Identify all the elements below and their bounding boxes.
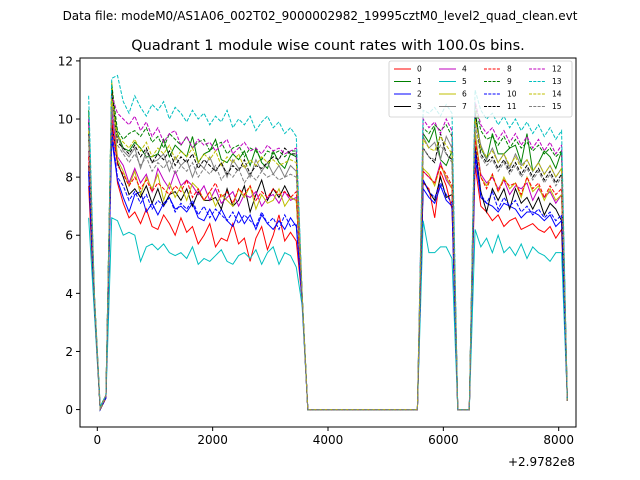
series-line-12 [88, 95, 568, 411]
series-line-6 [88, 81, 568, 412]
series-line-13 [88, 74, 568, 411]
series-line-0 [88, 127, 568, 412]
chart-title: Quadrant 1 module wise count rates with … [131, 38, 525, 54]
y-tick-label: 4 [65, 287, 73, 301]
series-line-9 [88, 84, 568, 411]
x-axis-offset-label: +2.9782e8 [508, 455, 575, 469]
series-line-15 [88, 107, 568, 411]
series-line-11 [88, 89, 568, 411]
legend-label-14: 14 [552, 90, 562, 99]
legend-label-7: 7 [462, 102, 467, 111]
legend-label-5: 5 [462, 77, 467, 86]
y-tick-label: 10 [58, 113, 73, 127]
legend-label-10: 10 [507, 90, 517, 99]
x-tick-label: 4000 [313, 433, 344, 447]
legend-box [388, 60, 573, 118]
x-tick-label: 8000 [543, 433, 574, 447]
x-tick-label: 6000 [428, 433, 459, 447]
legend-label-0: 0 [417, 65, 422, 74]
legend-label-9: 9 [507, 77, 512, 86]
y-tick-label: 8 [65, 171, 73, 185]
x-tick-label: 2000 [197, 433, 228, 447]
legend-label-4: 4 [462, 65, 467, 74]
series-line-1 [88, 95, 568, 411]
y-tick-label: 0 [65, 403, 73, 417]
x-tick-label: 0 [93, 433, 101, 447]
plot-area [88, 74, 568, 412]
legend-label-8: 8 [507, 65, 512, 74]
x-axis: 0 2000 4000 6000 8000 [93, 427, 574, 447]
y-tick-label: 6 [65, 229, 73, 243]
legend-label-1: 1 [417, 77, 422, 86]
series-line-5 [88, 217, 568, 412]
legend-label-2: 2 [417, 90, 422, 99]
legend-label-12: 12 [552, 65, 562, 74]
series-line-3 [88, 121, 568, 412]
legend-label-15: 15 [552, 102, 562, 111]
series-line-8 [88, 118, 568, 412]
legend-label-13: 13 [552, 77, 562, 86]
series-line-7 [88, 104, 568, 411]
series-line-10 [88, 130, 568, 412]
legend-label-11: 11 [507, 102, 517, 111]
legend-label-3: 3 [417, 102, 422, 111]
y-tick-label: 12 [58, 54, 73, 68]
y-tick-label: 2 [65, 345, 73, 359]
series-line-2 [88, 139, 568, 412]
y-axis: 0 2 4 6 8 10 12 [58, 54, 80, 417]
legend-label-6: 6 [462, 90, 467, 99]
figure-suptitle: Data file: modeM0/AS1A06_002T02_90000029… [63, 9, 578, 23]
